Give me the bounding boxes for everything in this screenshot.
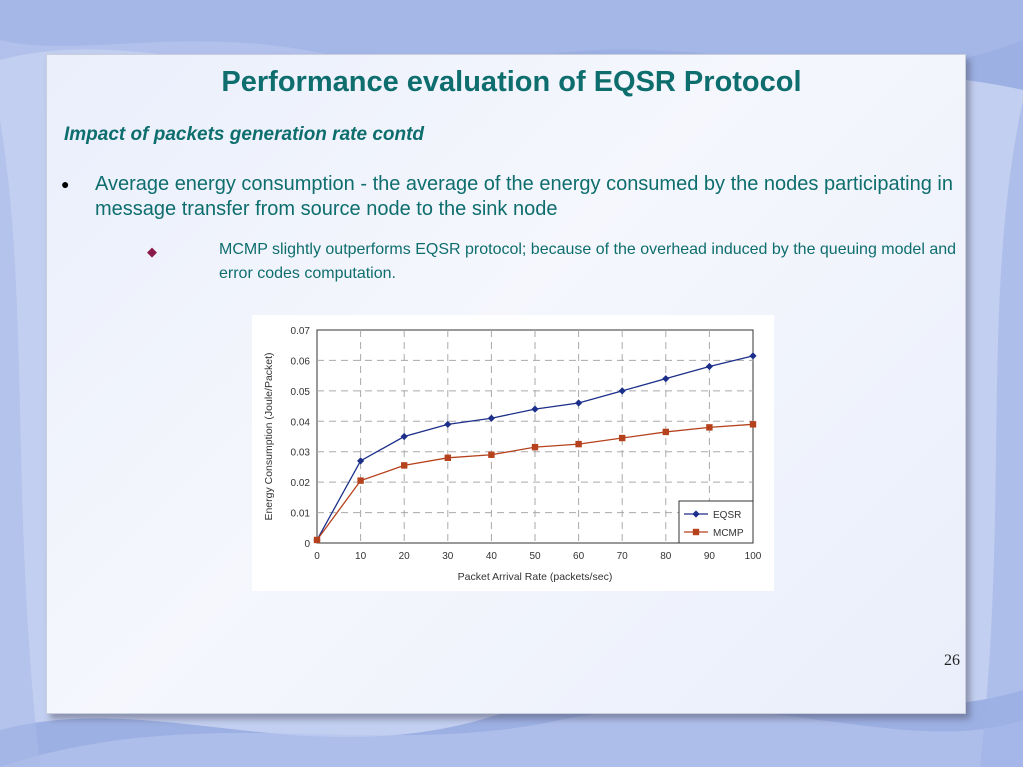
x-tick-label: 60 (573, 551, 585, 562)
x-tick-label: 70 (617, 551, 629, 562)
legend-label-eqsr: EQSR (713, 510, 741, 521)
data-point-mcmp (357, 477, 364, 484)
data-point-mcmp (488, 451, 495, 458)
y-tick-label: 0.05 (291, 387, 311, 398)
y-tick-label: 0.02 (291, 478, 311, 489)
bullet-text: Average energy consumption - the average… (95, 173, 953, 220)
legend-label-mcmp: MCMP (713, 528, 744, 539)
chart-svg: 0 0.01 0.02 0.03 0.04 0.05 0.06 0.07 0 10 20 30 40 50… (263, 326, 762, 583)
x-tick-label: 50 (529, 551, 541, 562)
bullet-dot-icon: ● (61, 176, 70, 192)
legend-marker-eqsr (692, 510, 700, 518)
y-tick-label: 0.06 (291, 356, 311, 367)
slide-title: Performance evaluation of EQSR Protocol (221, 66, 802, 98)
diamond-bullet-icon: ◆ (147, 244, 157, 259)
y-tick-label: 0.03 (291, 448, 311, 459)
x-tick-label: 30 (442, 551, 454, 562)
x-tick-label: 80 (660, 551, 672, 562)
x-tick-label: 90 (704, 551, 716, 562)
energy-consumption-chart: 0 0.01 0.02 0.03 0.04 0.05 0.06 0.07 0 10 20 30 40 50… (252, 315, 774, 591)
data-point-mcmp (444, 454, 451, 461)
legend-box (678, 500, 754, 544)
data-point-mcmp (313, 536, 321, 544)
data-point-mcmp (619, 434, 626, 442)
sub-bullet-text: MCMP slightly outperforms EQSR protocol;… (219, 241, 957, 282)
data-point-eqsr (400, 432, 408, 441)
x-tick-label: 20 (399, 551, 411, 562)
data-point-mcmp (706, 424, 713, 431)
y-axis-label: Energy Consumption (Joule/Packet) (263, 352, 275, 520)
data-point-mcmp (749, 421, 757, 428)
x-tick-label: 40 (486, 551, 498, 562)
page-number: 26 (944, 652, 960, 669)
x-tick-label: 0 (314, 551, 320, 562)
x-axis-label: Packet Arrival Rate (packets/sec) (458, 571, 613, 583)
y-tick-label: 0.01 (291, 509, 311, 520)
slide-subtitle: Impact of packets generation rate contd (64, 124, 425, 145)
y-tick-label: 0.04 (291, 417, 311, 428)
data-point-mcmp (401, 462, 408, 469)
y-tick-label: 0.07 (291, 326, 311, 337)
data-point-mcmp (662, 428, 669, 436)
data-point-eqsr (705, 362, 713, 371)
y-tick-label: 0 (304, 539, 310, 550)
x-tick-label: 10 (355, 551, 367, 562)
legend-marker-mcmp (692, 528, 700, 536)
x-tick-label: 100 (745, 551, 762, 562)
data-point-eqsr (487, 414, 495, 422)
data-point-mcmp (575, 440, 582, 448)
data-point-eqsr (575, 399, 583, 407)
data-point-mcmp (531, 443, 539, 451)
